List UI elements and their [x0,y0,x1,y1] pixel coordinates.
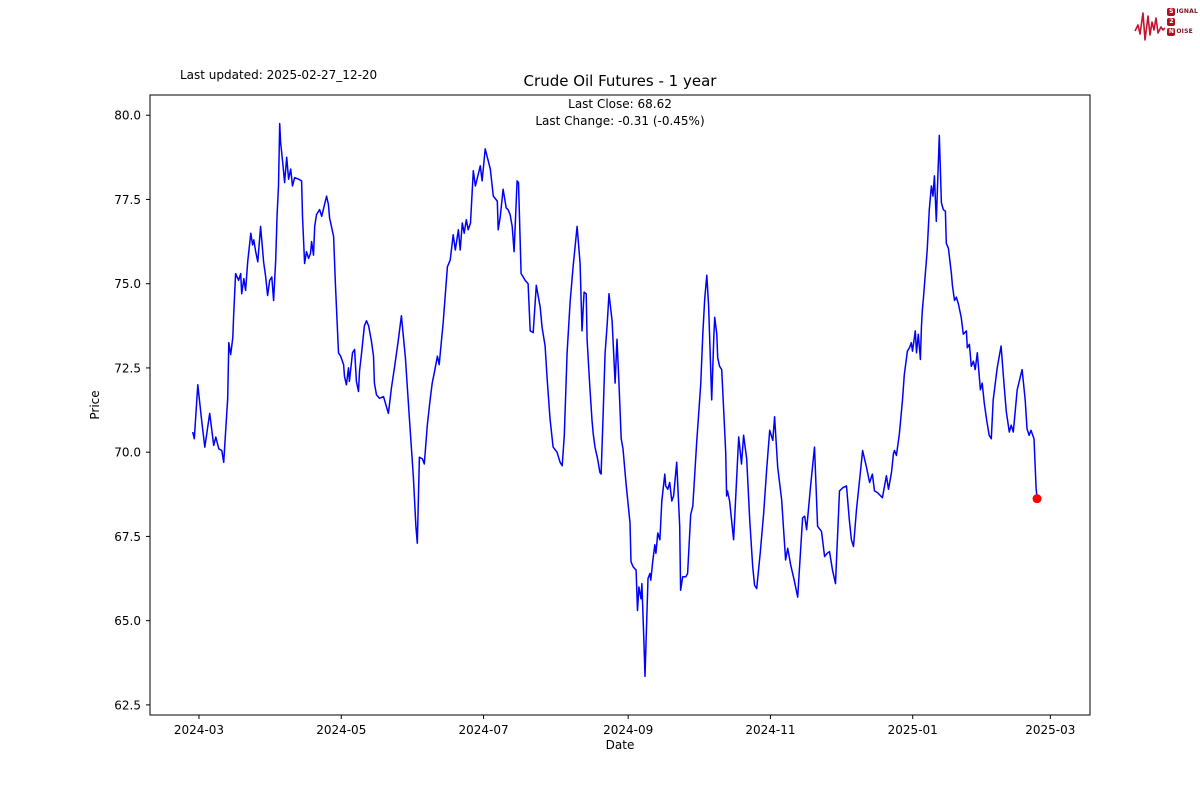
signal2noise-logo [1134,12,1166,41]
logo-text: S IGNAL 2 N OISE [1167,7,1198,36]
x-tick-label: 2025-01 [888,723,938,737]
y-tick-label: 65.0 [114,614,141,628]
logo-letter-s: S [1167,7,1176,16]
last-change-text: Last Change: -0.31 (-0.45%) [535,114,705,128]
logo-letter-n: N [1167,27,1176,36]
y-axis-label: Price [88,390,102,419]
y-tick-label: 67.5 [114,530,141,544]
x-tick-label: 2024-03 [174,723,224,737]
y-tick-label: 77.5 [114,193,141,207]
waveform-icon [1134,12,1166,41]
y-tick-label: 62.5 [114,698,141,712]
y-tick-label: 80.0 [114,109,141,123]
last-updated-text: Last updated: 2025-02-27_12-20 [180,68,378,82]
axis-ticks: 62.5 65.0 67.5 70.0 72.5 75.0 77.5 80.0 2024-03 2… [114,109,1075,737]
y-tick-label: 72.5 [114,361,141,375]
x-tick-label: 2024-05 [316,723,366,737]
x-axis-label: Date [606,738,635,752]
plot-border [149,94,1091,716]
price-series [191,122,1042,678]
x-tick-label: 2024-07 [458,723,508,737]
x-tick-label: 2024-09 [603,723,653,737]
logo-row-signal: S IGNAL [1167,7,1198,16]
logo-row-noise: N OISE [1167,27,1198,36]
x-tick-label: 2024-11 [745,723,795,737]
last-close-text: Last Close: 68.62 [568,97,672,111]
y-tick-label: 75.0 [114,277,141,291]
last-price-marker [1032,494,1042,504]
x-tick-label: 2025-03 [1025,723,1075,737]
logo-word-oise: OISE [1176,28,1193,35]
y-tick-label: 70.0 [114,446,141,460]
logo-letter-2: 2 [1167,17,1176,26]
logo-row-2: 2 [1167,17,1198,26]
price-line [191,122,1038,678]
logo-word-ignal: IGNAL [1176,8,1198,15]
chart-title: Crude Oil Futures - 1 year [523,72,717,90]
